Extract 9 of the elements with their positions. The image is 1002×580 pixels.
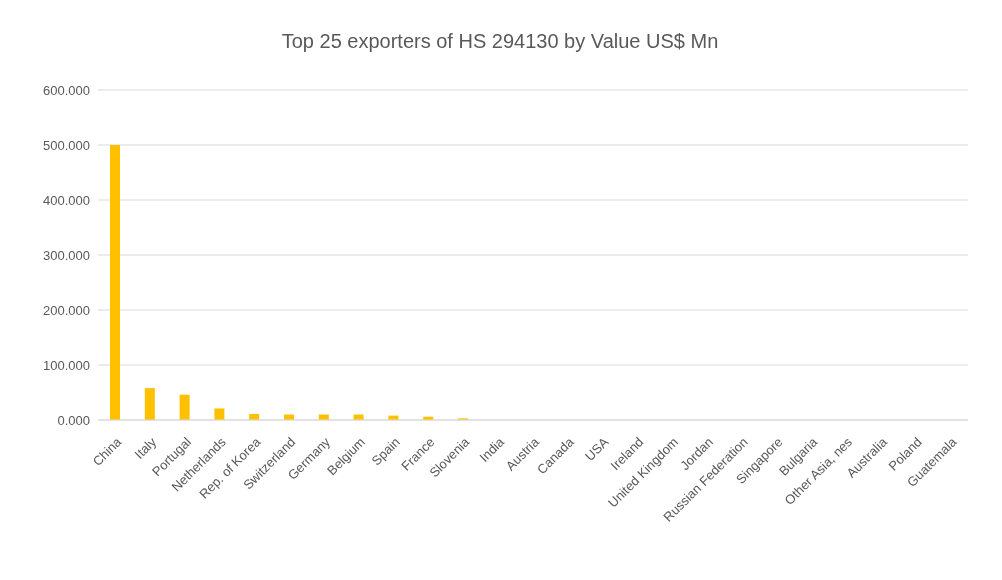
y-tick-label: 500.000 — [43, 137, 90, 153]
y-tick-label: 100.000 — [43, 357, 90, 373]
y-tick-label: 600.000 — [43, 82, 90, 98]
y-tick-label: 300.000 — [43, 247, 90, 263]
y-tick-label: 200.000 — [43, 302, 90, 318]
x-tick-label: USA — [581, 434, 612, 464]
chart-title: Top 25 exporters of HS 294130 by Value US$ Mn — [280, 29, 720, 54]
y-tick-label: 0.000 — [57, 412, 90, 428]
y-tick-label: 400.000 — [43, 192, 90, 208]
